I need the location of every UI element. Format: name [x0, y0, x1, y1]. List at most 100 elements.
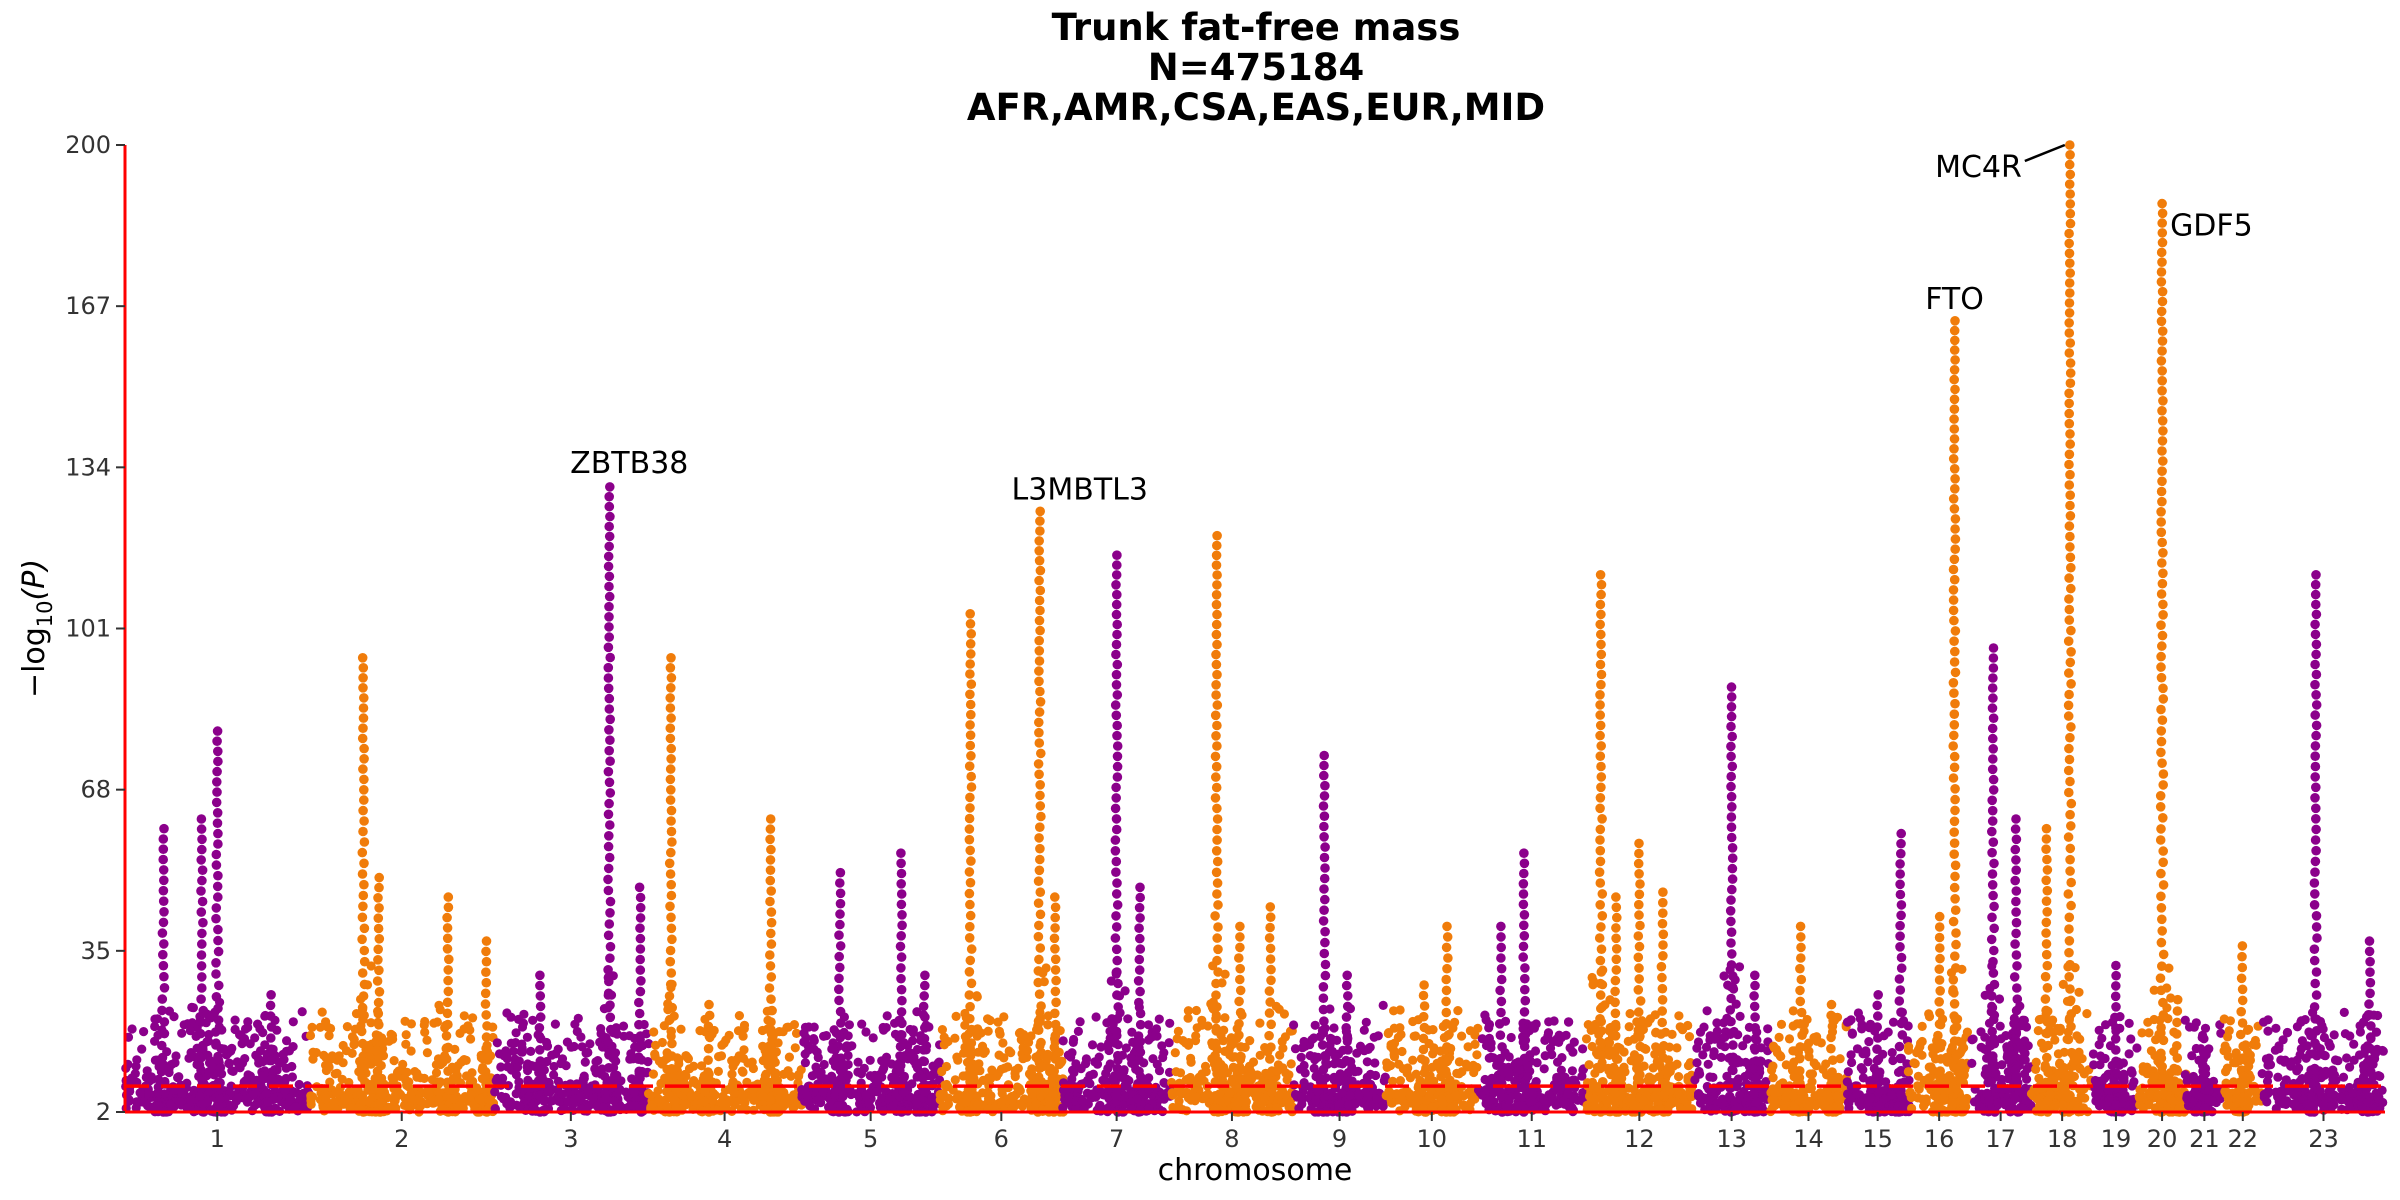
snp-point: [212, 766, 222, 777]
snp-point: [861, 1090, 871, 1100]
snp-point: [603, 766, 614, 777]
snp-point: [893, 1059, 903, 1069]
snp-point: [517, 1022, 528, 1032]
snp-point: [1540, 1051, 1550, 1061]
snp-point: [1397, 1046, 1407, 1057]
snp-point: [1453, 1006, 1463, 1016]
snp-point: [1327, 1036, 1337, 1046]
snp-point: [250, 1033, 260, 1043]
snp-point: [1050, 923, 1060, 933]
snp-point: [835, 878, 845, 888]
snp-point: [1359, 1025, 1369, 1035]
snp-point: [1658, 908, 1668, 918]
snp-point: [1494, 1019, 1505, 1029]
snp-point: [699, 1096, 710, 1107]
snp-point: [1211, 772, 1221, 782]
snp-point: [434, 1088, 444, 1098]
snp-point: [835, 867, 846, 878]
snp-point: [1050, 912, 1060, 923]
snp-point: [1034, 555, 1045, 566]
snp-point: [1167, 1088, 1177, 1098]
snp-point: [1567, 1066, 1577, 1076]
snp-point: [158, 960, 169, 971]
snp-point: [1203, 1021, 1213, 1031]
snp-point: [443, 1019, 453, 1030]
snp-point: [410, 1067, 420, 1077]
snp-point: [1595, 690, 1605, 700]
snp-point: [373, 893, 383, 903]
snp-point: [346, 1103, 356, 1113]
snp-point: [258, 1071, 268, 1081]
snp-point: [211, 797, 222, 808]
snp-point: [331, 1088, 341, 1098]
snp-point: [1319, 948, 1330, 959]
snp-point: [739, 1024, 749, 1034]
snp-point: [326, 1023, 336, 1034]
snp-point: [604, 491, 614, 502]
snp-point: [359, 1010, 369, 1020]
snp-point: [703, 1021, 714, 1032]
snp-point: [1594, 867, 1605, 877]
snp-point: [766, 939, 777, 949]
snp-point: [1553, 1057, 1563, 1067]
snp-point: [912, 1099, 922, 1109]
snp-point: [356, 1026, 367, 1037]
snp-point: [1395, 1076, 1405, 1086]
snp-point: [366, 1018, 376, 1028]
snp-point: [442, 933, 453, 944]
snp-point: [1674, 1072, 1684, 1082]
snp-point: [1111, 922, 1122, 932]
snp-point: [604, 521, 614, 532]
snp-point: [1034, 989, 1045, 999]
snp-point: [358, 826, 368, 837]
snp-point: [926, 1071, 936, 1081]
snp-point: [468, 1076, 478, 1086]
snp-point: [1299, 1036, 1309, 1047]
snp-point: [1112, 550, 1122, 560]
snp-point: [355, 1056, 365, 1066]
snp-point: [604, 632, 614, 642]
snp-point: [1611, 965, 1622, 975]
snp-point: [211, 1039, 221, 1049]
snp-point: [666, 816, 676, 826]
snp-point: [406, 1019, 416, 1029]
snp-point: [486, 1051, 496, 1061]
snp-point: [359, 795, 369, 805]
snp-point: [605, 908, 615, 918]
snp-point: [1698, 1050, 1708, 1060]
snp-point: [999, 1063, 1010, 1073]
snp-point: [213, 839, 223, 849]
snp-point: [1006, 1048, 1016, 1058]
snp-point: [1318, 916, 1329, 926]
snp-point: [513, 1014, 524, 1024]
snp-point: [583, 1047, 593, 1058]
snp-point: [604, 541, 614, 552]
snp-point: [273, 1074, 284, 1084]
snp-point: [357, 934, 367, 945]
snp-point: [1026, 1067, 1037, 1077]
snp-point: [435, 1077, 445, 1087]
snp-point: [604, 571, 615, 582]
chromosome-13-points: [1690, 682, 1774, 1117]
snp-point: [835, 888, 846, 899]
snp-point: [241, 1094, 251, 1104]
snp-point: [1614, 1043, 1624, 1053]
snp-point: [297, 1007, 307, 1017]
snp-point: [1504, 1069, 1514, 1079]
snp-point: [1513, 1101, 1523, 1111]
snp-point: [766, 972, 777, 982]
snp-point: [308, 1054, 318, 1064]
snp-point: [127, 1024, 137, 1034]
snp-point: [492, 1073, 502, 1083]
snp-point: [153, 1087, 163, 1097]
snp-point: [1111, 649, 1121, 660]
snp-point: [1672, 1043, 1682, 1053]
snp-point: [1441, 974, 1451, 985]
chart-title-line-1: Trunk fat-free mass: [1052, 6, 1461, 49]
snp-point: [211, 969, 221, 979]
snp-point: [835, 909, 845, 919]
snp-point: [758, 1041, 768, 1051]
snp-point: [1559, 1096, 1569, 1106]
snp-point: [905, 1048, 915, 1058]
snp-point: [664, 991, 675, 1001]
